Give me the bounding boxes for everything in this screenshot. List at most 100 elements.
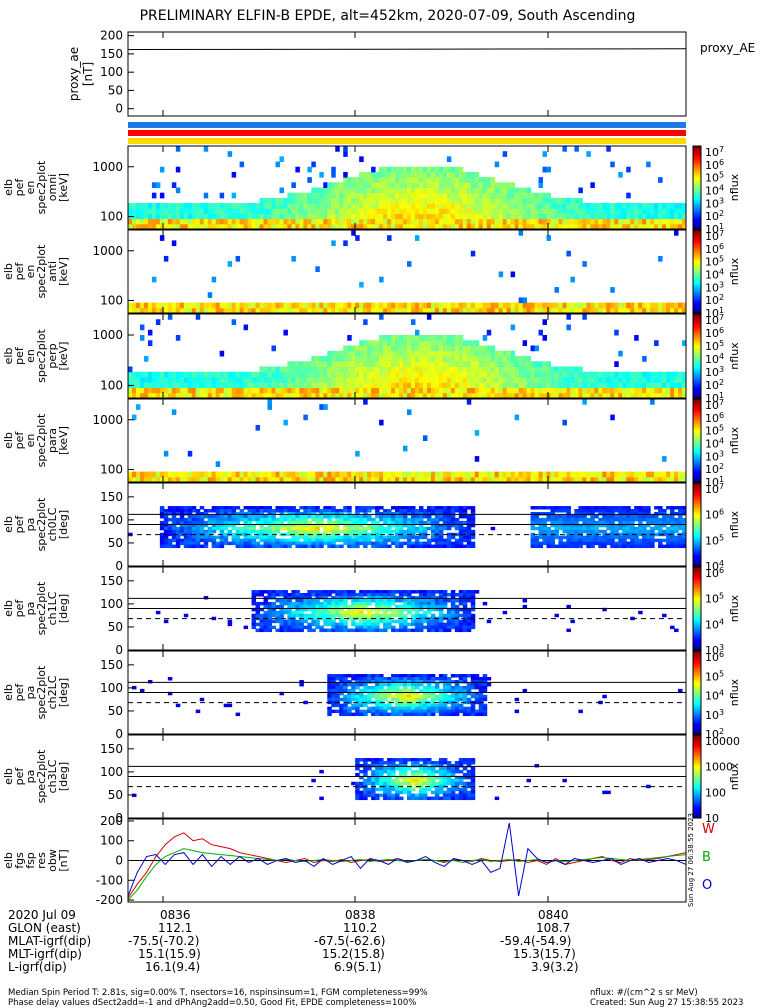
pa-cell: [375, 620, 379, 623]
pa-cell: [431, 596, 435, 599]
pa-cell: [311, 518, 315, 521]
pa-cell: [391, 530, 395, 533]
spectrogram-cell: [415, 182, 419, 188]
pa-cell: [391, 518, 395, 521]
pa-cell: [586, 542, 590, 545]
spectrogram-cell: [574, 382, 578, 388]
pa-cell: [303, 545, 307, 548]
pa-cell: [622, 518, 626, 521]
spectrogram-cell: [491, 208, 495, 214]
pa-cell: [646, 536, 650, 539]
spectrogram-cell: [375, 208, 379, 214]
pa-cell: [299, 545, 303, 548]
spectrogram-cell: [355, 193, 359, 199]
pa-cell: [463, 539, 467, 542]
pa-cell: [642, 512, 646, 515]
pa-cell: [379, 545, 383, 548]
spectrogram-cell: [487, 388, 491, 394]
spectrogram-cell: [423, 303, 427, 309]
spectrogram-cell: [479, 351, 483, 357]
spectrogram-cell: [379, 335, 383, 341]
spectrogram-cell: [180, 219, 184, 225]
spectrogram-cell: [610, 382, 614, 388]
pa-cell: [383, 512, 387, 515]
spectrogram-cell: [463, 472, 467, 478]
spectrogram-cell: [128, 303, 132, 309]
pa-cell: [339, 512, 343, 515]
pa-cell: [562, 527, 566, 530]
spectrogram-cell: [558, 472, 562, 478]
spectrogram-cell: [519, 198, 523, 204]
pa-cell: [578, 539, 582, 542]
spectrogram-cell: [256, 425, 260, 431]
spectrogram-cell: [630, 219, 634, 225]
spectrogram-cell: [268, 388, 272, 394]
spectrogram-cell: [327, 356, 331, 362]
pa-cell: [307, 536, 311, 539]
pa-cell: [248, 536, 252, 539]
spectrogram-cell: [307, 367, 311, 373]
spectrogram-cell: [339, 356, 343, 362]
pa-cell: [411, 602, 415, 605]
spectrogram-cell: [275, 382, 279, 388]
pa-cell: [268, 515, 272, 518]
spectrogram-cell: [236, 203, 240, 209]
spectrogram-cell: [487, 356, 491, 362]
pa-cell: [379, 518, 383, 521]
pa-cell: [654, 518, 658, 521]
spectrogram-cell: [594, 377, 598, 383]
pa-cell: [160, 509, 164, 512]
spectrogram-cell: [674, 213, 678, 219]
spectrogram-cell: [228, 382, 232, 388]
spectrogram-cell: [459, 372, 463, 378]
spectrogram-cell: [379, 208, 383, 214]
spectrogram-cell: [311, 208, 315, 214]
pa-cell: [343, 593, 347, 596]
pa-cell: [244, 542, 248, 545]
spectrogram-cell: [483, 356, 487, 362]
pa-cell: [339, 611, 343, 614]
pa-cell: [375, 626, 379, 629]
pa-cell: [212, 542, 216, 545]
spectrogram-cell: [168, 314, 172, 320]
pa-cell: [248, 509, 252, 512]
pa-cell: [459, 602, 463, 605]
pa-cell: [160, 506, 164, 509]
pa-cell: [252, 542, 256, 545]
spectrogram-cell: [463, 219, 467, 225]
spectrogram-cell: [419, 172, 423, 178]
pa-cell: [303, 533, 307, 536]
spectrogram-cell: [188, 451, 192, 457]
spectrogram-cell: [487, 198, 491, 204]
spectrogram-cell: [236, 382, 240, 388]
pa-cell: [427, 539, 431, 542]
pa-cell: [299, 626, 303, 629]
pa-cell: [303, 602, 307, 605]
spectrogram-cell: [407, 219, 411, 225]
pa-cell: [387, 620, 391, 623]
spectrogram-cell: [618, 213, 622, 219]
spectrogram-cell: [503, 213, 507, 219]
pa-cell: [383, 626, 387, 629]
spectrogram-cell: [523, 208, 527, 214]
spectrogram-cell: [467, 472, 471, 478]
pa-cell: [582, 536, 586, 539]
pa-cell: [196, 533, 200, 536]
spectrogram-cell: [148, 472, 152, 478]
pa-cell: [547, 533, 551, 536]
pa-cell: [188, 536, 192, 539]
spectrogram-cell: [220, 372, 224, 378]
pa-cell: [634, 530, 638, 533]
pa-cell: [192, 521, 196, 524]
spectrogram-cell: [279, 303, 283, 309]
pa-cell: [547, 506, 551, 509]
spectrogram-cell: [535, 377, 539, 383]
spectrogram-cell: [299, 388, 303, 394]
spectrogram-cell: [228, 372, 232, 378]
pa-cell: [283, 629, 287, 632]
pa-cell: [399, 590, 403, 593]
pa-cell: [558, 518, 562, 521]
spectrogram-cell: [367, 372, 371, 378]
spectrogram-cell: [622, 219, 626, 225]
spectrogram-cell: [252, 472, 256, 478]
